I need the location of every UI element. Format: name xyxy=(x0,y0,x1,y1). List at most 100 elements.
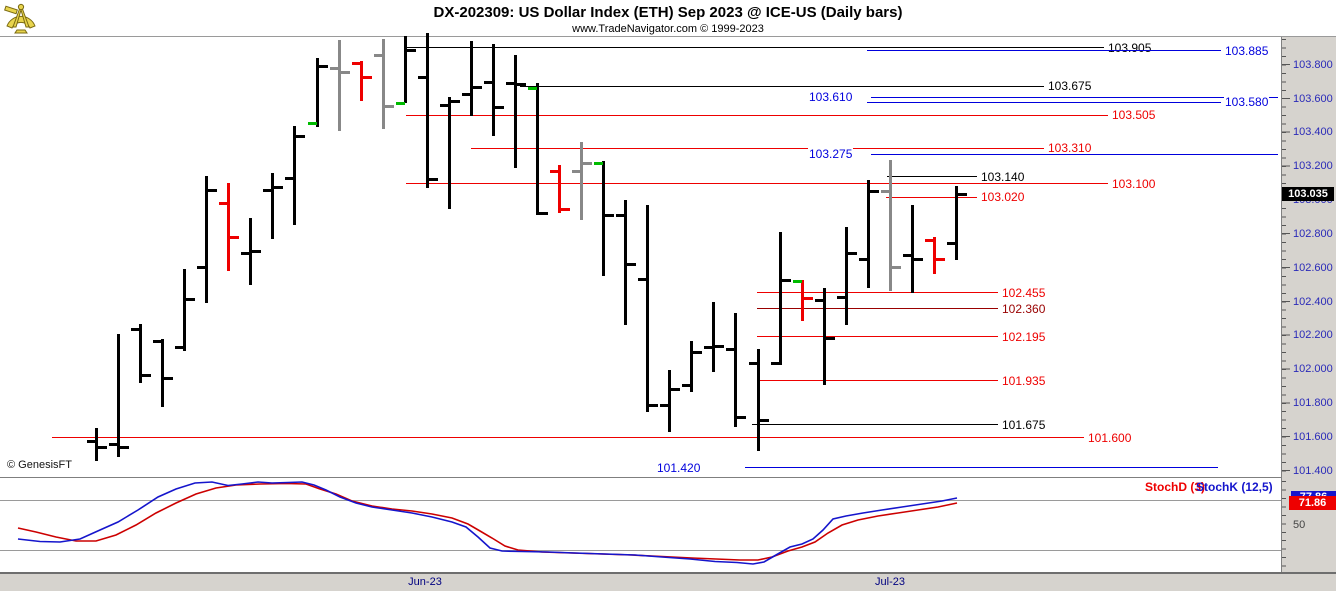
ohlc-close-tick xyxy=(274,185,284,189)
ohlc-bar xyxy=(536,82,539,216)
ohlc-close-tick xyxy=(891,265,901,269)
level-label: 103.505 xyxy=(1111,108,1157,123)
price-axis-label: 102.200 xyxy=(1293,329,1333,342)
ohlc-close-tick xyxy=(120,446,130,450)
ohlc-open-tick xyxy=(594,161,604,165)
ohlc-open-tick xyxy=(902,254,912,258)
ohlc-open-tick xyxy=(153,339,163,343)
support-resistance-line[interactable] xyxy=(52,437,1084,438)
price-axis-label: 102.600 xyxy=(1293,261,1333,274)
support-resistance-line[interactable] xyxy=(867,50,1221,52)
support-resistance-line[interactable] xyxy=(887,176,977,178)
main-chart-plot[interactable] xyxy=(0,37,1281,477)
ohlc-close-tick xyxy=(627,263,637,267)
ohlc-close-tick xyxy=(737,415,747,419)
ohlc-close-tick xyxy=(781,278,791,282)
price-axis-label: 101.800 xyxy=(1293,397,1333,410)
price-axis-label: 103.200 xyxy=(1293,160,1333,173)
level-label: 103.310 xyxy=(1047,141,1093,156)
ohlc-bar xyxy=(954,185,958,261)
ohlc-close-tick xyxy=(406,48,416,52)
support-resistance-line[interactable] xyxy=(471,147,1044,149)
ohlc-close-tick xyxy=(98,446,107,450)
level-label: 101.675 xyxy=(1001,417,1047,432)
header-separator xyxy=(0,36,1336,37)
ohlc-bar xyxy=(866,179,870,289)
level-label: 102.195 xyxy=(1001,329,1047,344)
support-resistance-line[interactable] xyxy=(871,96,1278,98)
ohlc-bar xyxy=(337,40,341,131)
support-resistance-line[interactable] xyxy=(886,196,977,198)
ohlc-close-tick xyxy=(296,134,306,138)
ohlc-bar xyxy=(447,96,451,210)
ohlc-bar xyxy=(580,141,584,221)
ohlc-close-tick xyxy=(605,214,615,218)
ohlc-bar xyxy=(602,161,606,277)
ohlc-bar xyxy=(403,36,407,103)
ohlc-open-tick xyxy=(946,242,956,246)
stochd-legend-label[interactable]: StochD (3) xyxy=(1145,480,1205,494)
ohlc-close-tick xyxy=(803,297,813,301)
ohlc-bar xyxy=(513,54,517,168)
price-axis-label: 103.400 xyxy=(1293,126,1333,139)
ohlc-bar xyxy=(117,333,121,458)
ohlc-bar xyxy=(624,200,628,326)
ohlc-close-tick xyxy=(561,208,571,212)
support-resistance-line[interactable] xyxy=(406,47,1104,48)
ohlc-close-tick xyxy=(825,337,835,341)
support-resistance-line[interactable] xyxy=(406,114,1108,116)
level-label: 103.885 xyxy=(1224,43,1270,58)
level-label: 103.140 xyxy=(980,169,1026,184)
support-resistance-line[interactable] xyxy=(867,101,1221,103)
price-axis-label: 103.600 xyxy=(1293,92,1333,105)
support-resistance-line[interactable] xyxy=(757,336,998,338)
ohlc-open-tick xyxy=(483,80,493,84)
genesis-sextant-logo-icon xyxy=(3,2,41,39)
stochk-legend-label[interactable]: StochK (12,5) xyxy=(1196,480,1273,494)
support-resistance-line[interactable] xyxy=(757,380,998,382)
support-resistance-line[interactable] xyxy=(757,308,998,310)
ohlc-bar xyxy=(646,205,650,413)
ohlc-open-tick xyxy=(439,103,449,107)
ohlc-open-tick xyxy=(704,346,714,350)
ohlc-bar xyxy=(425,33,429,189)
support-resistance-line[interactable] xyxy=(757,292,998,294)
ohlc-close-tick xyxy=(715,344,725,348)
ohlc-close-tick xyxy=(340,71,350,75)
stoch-axis-ticks xyxy=(1282,481,1286,570)
ohlc-bar xyxy=(315,57,319,128)
ohlc-bar xyxy=(822,288,826,386)
price-axis-label: 101.400 xyxy=(1293,464,1333,477)
stochd-value-box: 71.86 xyxy=(1289,496,1336,511)
ohlc-open-tick xyxy=(616,214,626,218)
ohlc-bar xyxy=(359,61,363,102)
ohlc-open-tick xyxy=(572,170,582,174)
ohlc-close-tick xyxy=(142,374,152,378)
support-resistance-line[interactable] xyxy=(745,467,1218,469)
ohlc-bar xyxy=(293,125,297,226)
ohlc-close-tick xyxy=(362,76,372,80)
ohlc-open-tick xyxy=(505,81,515,85)
date-axis-band[interactable] xyxy=(0,574,1336,591)
ohlc-open-tick xyxy=(241,251,251,255)
ohlc-close-tick xyxy=(208,188,218,192)
ohlc-close-tick xyxy=(869,189,879,193)
ohlc-bar xyxy=(558,165,562,213)
ohlc-open-tick xyxy=(638,277,648,281)
ohlc-open-tick xyxy=(307,122,317,126)
price-axis[interactable] xyxy=(1281,37,1336,572)
ohlc-bar xyxy=(469,41,473,116)
ohlc-bar xyxy=(734,313,738,427)
ohlc-open-tick xyxy=(880,189,890,193)
ohlc-open-tick xyxy=(550,170,560,174)
support-resistance-line[interactable] xyxy=(752,424,998,426)
ohlc-bar xyxy=(756,349,760,451)
support-resistance-line[interactable] xyxy=(406,183,1108,185)
ohlc-bar xyxy=(712,301,716,372)
support-resistance-line[interactable] xyxy=(871,153,1278,155)
ohlc-open-tick xyxy=(836,295,846,299)
ohlc-open-tick xyxy=(87,440,96,444)
ohlc-open-tick xyxy=(660,403,670,407)
support-resistance-line[interactable] xyxy=(520,85,1044,87)
